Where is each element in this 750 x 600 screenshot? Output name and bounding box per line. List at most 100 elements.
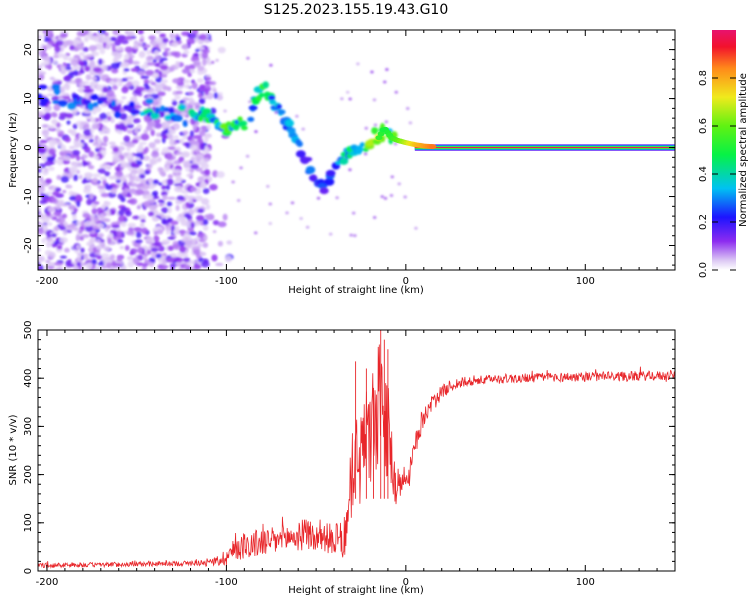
spectrogram-noise-cell — [205, 204, 211, 210]
spectrogram-noise-cell — [55, 205, 61, 210]
spectrogram-noise-cell — [126, 141, 136, 148]
spectrogram-noise-cell — [145, 194, 154, 200]
spectrogram-ridge-cell — [268, 95, 276, 101]
spectrogram-noise-cell — [189, 130, 195, 138]
spectrogram-noise-cell — [193, 60, 202, 68]
spectrogram-noise-cell — [88, 138, 94, 143]
spectrogram-noise-cell — [215, 58, 219, 62]
spectrogram-noise-cell — [161, 121, 170, 129]
spectrogram-noise-cell — [148, 204, 157, 211]
spectrogram-noise-cell — [55, 40, 65, 46]
spectrogram-ytick-label: 0 — [23, 144, 34, 150]
spectrogram-noise-cell — [139, 222, 145, 228]
spectrogram-noise-cell — [101, 203, 106, 210]
spectrogram-noise-cell — [152, 59, 157, 63]
spectrogram-noise-cell — [136, 205, 141, 210]
spectrogram-ridge-cell — [355, 145, 364, 154]
spectrogram-noise-cell — [46, 237, 53, 243]
spectrogram-noise-cell — [148, 177, 153, 185]
spectrogram-ridge-cell — [112, 105, 121, 112]
spectrogram-noise-cell — [70, 59, 79, 67]
spectrogram-noise-cell — [85, 53, 94, 58]
spectrogram-heatmap — [38, 30, 675, 270]
spectrogram-noise-cell — [145, 69, 154, 76]
spectrogram-noise-cell — [127, 260, 135, 268]
spectrogram-noise-cell — [45, 30, 51, 38]
spectrogram-noise-cell — [48, 125, 55, 130]
spectrogram-noise-cell — [213, 92, 219, 99]
spectrogram-noise-cell — [89, 193, 94, 200]
spectrogram-ridge-cell — [258, 92, 265, 98]
spectrogram-noise-cell — [83, 55, 88, 60]
spectrogram-noise-cell — [408, 121, 413, 125]
spectrogram-noise-cell — [82, 88, 92, 94]
spectrogram-noise-cell — [51, 118, 58, 125]
spectrogram-noise-cell — [148, 183, 158, 188]
spectrogram-noise-cell — [83, 129, 92, 137]
spectrogram-noise-cell — [199, 251, 207, 256]
spectrogram-noise-cell — [157, 182, 163, 186]
spectrogram-noise-cell — [38, 168, 42, 173]
spectrogram-noise-cell — [203, 38, 210, 44]
spectrogram-noise-cell — [77, 87, 85, 93]
spectrogram-noise-cell — [65, 184, 71, 188]
spectrogram-noise-cell — [167, 236, 176, 240]
spectrogram-noise-cell — [173, 229, 179, 233]
spectrogram-noise-cell — [59, 150, 68, 157]
spectrogram-noise-cell — [149, 157, 159, 165]
spectrogram-noise-cell — [39, 139, 48, 144]
colorbar: 0.0 0.2 0.4 0.6 0.8 Normalized spectral ampl… — [698, 30, 749, 278]
spectrogram-noise-cell — [100, 102, 106, 108]
spectrogram-ridge-cell — [295, 150, 306, 158]
spectrogram-noise-cell — [44, 112, 52, 120]
spectrogram-noise-cell — [111, 68, 119, 74]
spectrogram-noise-cell — [126, 123, 134, 129]
spectrogram-noise-cell — [246, 56, 250, 60]
spectrogram-noise-cell — [188, 91, 195, 96]
spectrogram-noise-cell — [79, 66, 84, 74]
spectrogram-noise-cell — [56, 174, 62, 181]
spectrogram-noise-cell — [133, 227, 142, 231]
spectrogram-noise-cell — [154, 83, 164, 90]
spectrogram-noise-cell — [107, 116, 112, 121]
spectrogram-noise-cell — [202, 225, 209, 231]
spectrogram-noise-cell — [48, 251, 56, 259]
spectrogram-noise-cell — [199, 84, 206, 90]
spectrogram-noise-cell — [71, 109, 78, 115]
spectrogram-noise-cell — [96, 207, 104, 213]
spectrogram-noise-cell — [120, 176, 127, 182]
spectrogram-noise-cell — [74, 77, 83, 84]
spectrogram-noise-cell — [89, 61, 96, 69]
spectrogram-noise-cell — [164, 47, 171, 52]
spectrogram-noise-cell — [131, 68, 139, 72]
spectrogram-noise-cell — [141, 227, 148, 235]
colorbar-ticks: 0.0 0.2 0.4 0.6 0.8 — [698, 70, 736, 278]
spectrogram-noise-cell — [56, 245, 63, 250]
snr-xtick-label: -200 — [36, 577, 59, 588]
spectrogram-noise-cell — [140, 64, 149, 70]
spectrogram-noise-cell — [183, 130, 189, 136]
spectrogram-noise-cell — [91, 208, 98, 215]
spectrogram-noise-cell — [266, 184, 270, 188]
spectrogram-noise-cell — [175, 90, 183, 95]
spectrogram-noise-cell — [194, 195, 203, 202]
spectrogram-noise-cell — [59, 255, 67, 259]
spectrogram-noise-cell — [170, 41, 179, 47]
spectrogram-noise-cell — [121, 96, 127, 100]
spectrogram-noise-cell — [157, 91, 166, 97]
spectrogram-noise-cell — [197, 65, 205, 71]
spectrogram-ridge-cell — [145, 98, 154, 105]
spectrogram-xtick-label: 100 — [576, 276, 595, 287]
spectrogram-ridge-cell — [173, 114, 183, 122]
spectrogram-noise-cell — [41, 55, 51, 61]
spectrogram-noise-cell — [190, 186, 198, 192]
spectrogram-noise-cell — [180, 111, 187, 116]
spectrogram-noise-cell — [142, 245, 149, 249]
spectrogram-noise-cell — [254, 130, 258, 134]
spectrogram-noise-cell — [137, 247, 143, 254]
spectrogram-ridge-cell — [276, 103, 282, 110]
spectrogram-noise-cell — [38, 51, 43, 55]
colorbar-tick-label: 0.0 — [698, 262, 709, 278]
spectrogram-noise-cell — [189, 168, 195, 173]
spectrogram-noise-cell — [89, 247, 94, 253]
